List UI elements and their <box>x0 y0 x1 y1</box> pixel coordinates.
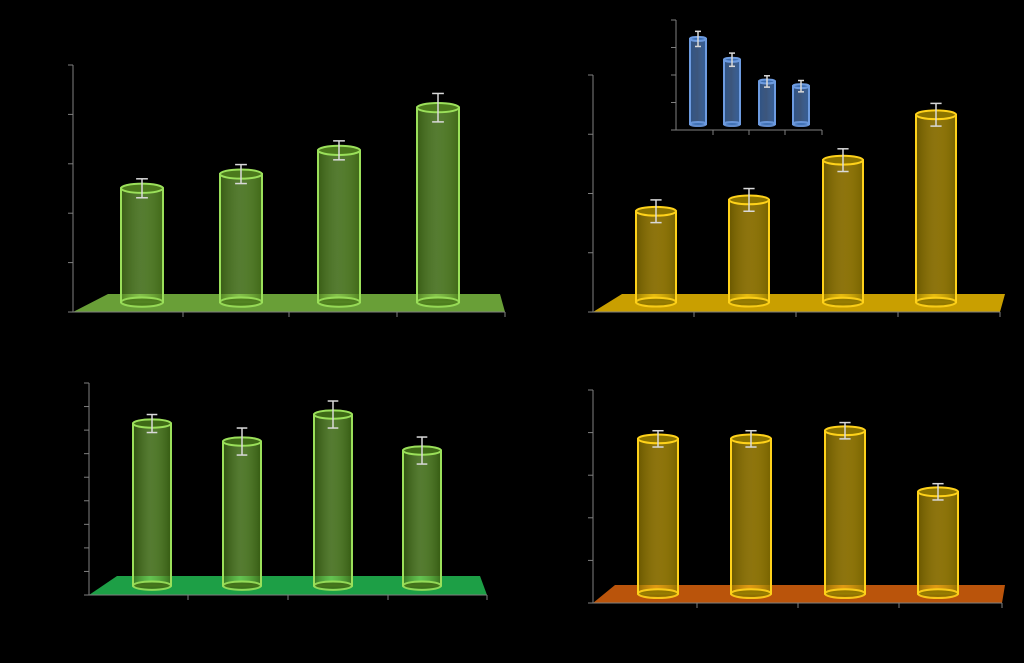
bar <box>915 109 957 308</box>
chart-floor <box>89 576 487 595</box>
bar-body <box>915 113 957 304</box>
error-bar <box>416 436 428 465</box>
bar <box>728 194 770 308</box>
bar-bottom-cap <box>635 296 677 308</box>
bar <box>402 445 442 591</box>
bar-bottom-cap <box>792 121 810 127</box>
bar-body <box>402 449 442 587</box>
error-bar <box>930 102 942 127</box>
bar <box>822 154 864 308</box>
error-bar <box>932 482 944 501</box>
error-bar <box>432 92 444 123</box>
bar <box>730 433 772 600</box>
error-bar <box>729 52 735 68</box>
bar-bottom-cap <box>689 121 707 127</box>
bar-bottom-cap <box>416 296 460 308</box>
bar-bottom-cap <box>402 580 442 591</box>
bar-body <box>689 37 707 126</box>
bar <box>824 425 866 600</box>
chart-floor <box>593 585 1005 603</box>
bar-body <box>824 429 866 595</box>
chart-bottom-left <box>84 382 488 600</box>
bar-body <box>120 187 164 304</box>
error-bar <box>146 413 158 434</box>
bar <box>132 418 172 591</box>
chart-inset <box>671 19 823 135</box>
bar-body <box>132 422 172 587</box>
error-bar <box>136 178 148 199</box>
error-bar <box>652 429 664 448</box>
bar <box>917 486 959 600</box>
bar-body <box>637 437 679 595</box>
bar-bottom-cap <box>728 296 770 308</box>
error-bar <box>695 30 701 48</box>
error-bar <box>333 140 345 161</box>
error-bar <box>327 400 339 429</box>
bar <box>120 182 164 308</box>
bar <box>313 409 353 591</box>
bar-bottom-cap <box>313 580 353 591</box>
chart-floor <box>593 294 1005 312</box>
bar <box>222 436 262 591</box>
bar-bottom-cap <box>317 296 361 308</box>
bar <box>637 433 679 600</box>
error-bar <box>764 75 770 88</box>
bar-body <box>917 490 959 595</box>
chart-floor <box>73 294 505 312</box>
bar-body <box>313 413 353 587</box>
bar-body <box>635 210 677 304</box>
bar <box>317 144 361 308</box>
error-bar <box>839 421 851 440</box>
bar-body <box>822 159 864 304</box>
bar-bottom-cap <box>824 588 866 600</box>
bar-bottom-cap <box>917 588 959 600</box>
chart-top-right <box>588 74 1005 317</box>
bar-body <box>416 106 460 304</box>
error-bar <box>235 163 247 185</box>
bar-bottom-cap <box>758 121 776 127</box>
bar-bottom-cap <box>915 296 957 308</box>
bar <box>219 168 263 308</box>
bar <box>416 102 460 308</box>
error-bar <box>798 79 804 93</box>
bar-bottom-cap <box>120 296 164 308</box>
bar-body <box>728 198 770 304</box>
bar-body <box>723 58 741 125</box>
bar-bottom-cap <box>637 588 679 600</box>
bar-bottom-cap <box>132 580 172 591</box>
bar <box>723 56 741 127</box>
error-bar <box>650 199 662 224</box>
error-bar <box>837 148 849 173</box>
bar-body <box>317 149 361 304</box>
bar-bottom-cap <box>730 588 772 600</box>
bar-bottom-cap <box>822 296 864 308</box>
bar-bottom-cap <box>723 121 741 127</box>
bar <box>689 35 707 127</box>
error-bar <box>745 429 757 448</box>
bar-body <box>730 437 772 595</box>
error-bar <box>743 187 755 213</box>
bar-bottom-cap <box>219 296 263 308</box>
error-bar <box>236 427 248 456</box>
bar-body <box>219 173 263 304</box>
bar-bottom-cap <box>222 580 262 591</box>
chart-bottom-right <box>588 389 1005 608</box>
bar-body <box>222 440 262 587</box>
chart-top-left <box>68 64 506 317</box>
